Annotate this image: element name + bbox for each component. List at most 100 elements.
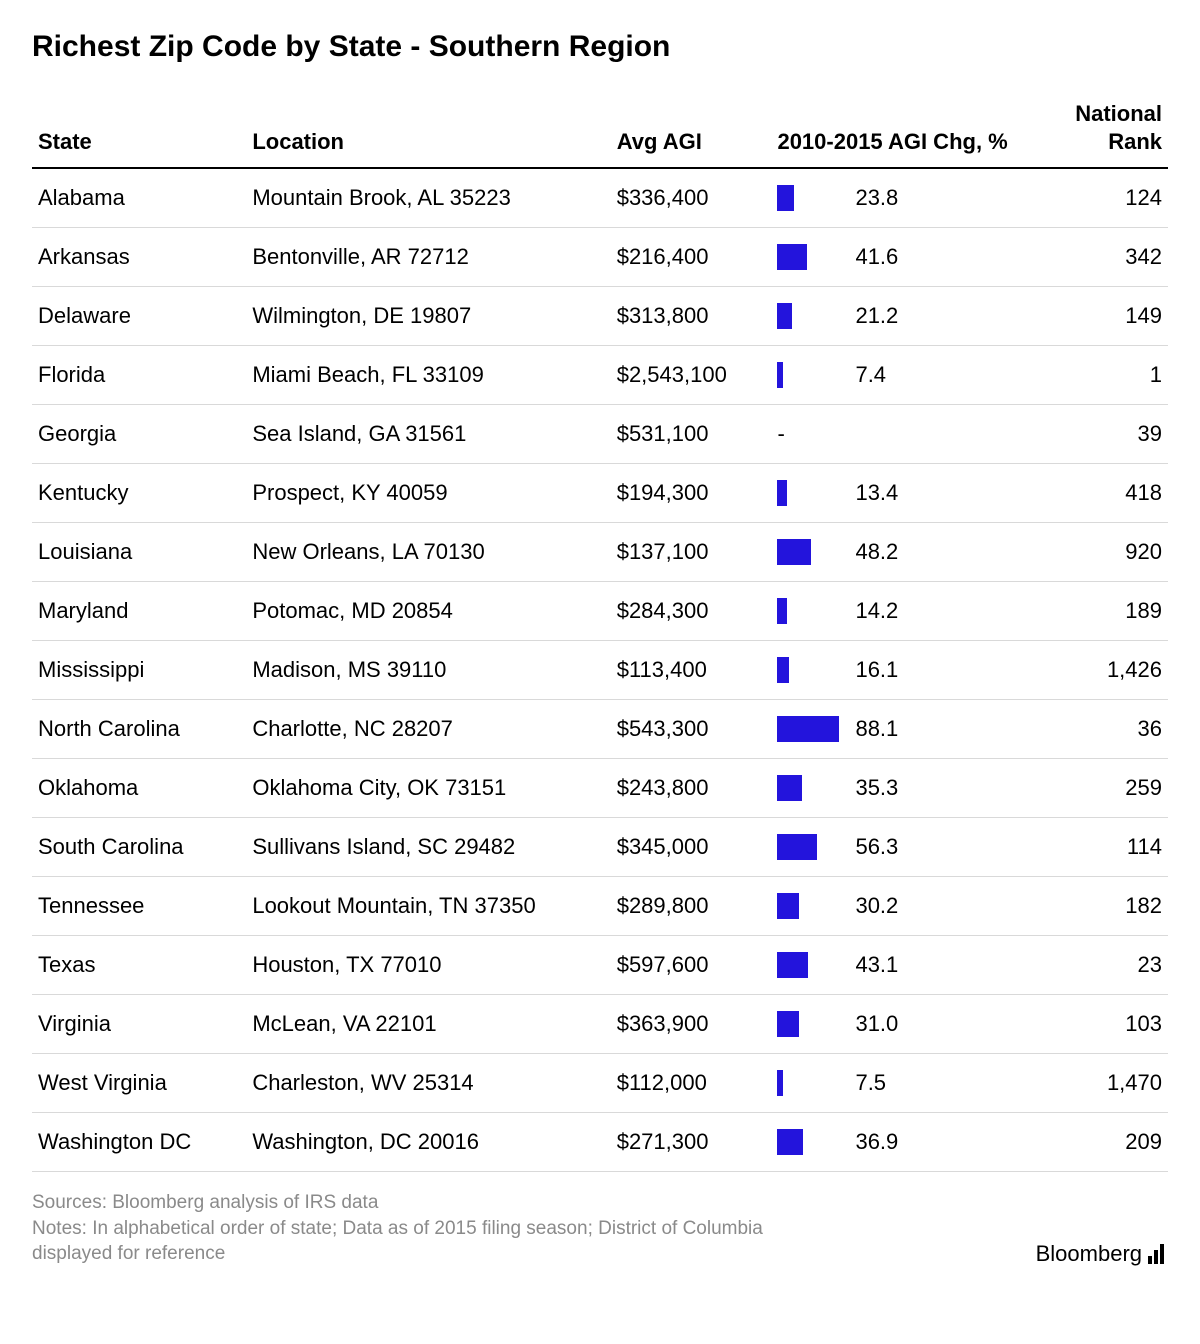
cell-chg: 30.2 xyxy=(771,877,1017,936)
cell-avg-agi: $284,300 xyxy=(611,582,772,641)
table-row: MarylandPotomac, MD 20854$284,30014.2189 xyxy=(32,582,1168,641)
cell-avg-agi: $543,300 xyxy=(611,700,772,759)
bar-track xyxy=(777,480,847,506)
col-header-state: State xyxy=(32,92,246,168)
cell-chg: 88.1 xyxy=(771,700,1017,759)
cell-state: Alabama xyxy=(32,168,246,228)
cell-location: Oklahoma City, OK 73151 xyxy=(246,759,610,818)
bar-label: 48.2 xyxy=(855,539,898,565)
cell-avg-agi: $363,900 xyxy=(611,995,772,1054)
brand-label: Bloomberg xyxy=(1036,1241,1142,1267)
cell-avg-agi: $2,543,100 xyxy=(611,346,772,405)
brand: Bloomberg xyxy=(1036,1241,1168,1267)
bar-cell: 36.9 xyxy=(777,1129,1011,1155)
cell-rank: 209 xyxy=(1018,1113,1168,1172)
table-row: TexasHouston, TX 77010$597,60043.123 xyxy=(32,936,1168,995)
cell-location: Houston, TX 77010 xyxy=(246,936,610,995)
cell-rank: 39 xyxy=(1018,405,1168,464)
cell-state: Tennessee xyxy=(32,877,246,936)
bar-label: 88.1 xyxy=(855,716,898,742)
cell-rank: 1,470 xyxy=(1018,1054,1168,1113)
cell-rank: 920 xyxy=(1018,523,1168,582)
cell-chg: 14.2 xyxy=(771,582,1017,641)
header-row: State Location Avg AGI 2010-2015 AGI Chg… xyxy=(32,92,1168,168)
cell-state: Delaware xyxy=(32,287,246,346)
bar-track xyxy=(777,185,847,211)
bar-cell: 14.2 xyxy=(777,598,1011,624)
bar-label: 23.8 xyxy=(855,185,898,211)
cell-state: Mississippi xyxy=(32,641,246,700)
table-row: VirginiaMcLean, VA 22101$363,90031.0103 xyxy=(32,995,1168,1054)
bar-label: 7.5 xyxy=(855,1070,886,1096)
cell-chg: 23.8 xyxy=(771,168,1017,228)
bar-fill xyxy=(777,775,802,801)
bar-track xyxy=(777,1011,847,1037)
bar-cell: 21.2 xyxy=(777,303,1011,329)
cell-avg-agi: $597,600 xyxy=(611,936,772,995)
bar-track xyxy=(777,716,847,742)
cell-chg: 48.2 xyxy=(771,523,1017,582)
bar-track xyxy=(777,303,847,329)
chart-title: Richest Zip Code by State - Southern Reg… xyxy=(32,30,1168,64)
bar-track xyxy=(777,362,847,388)
cell-avg-agi: $313,800 xyxy=(611,287,772,346)
table-row: MississippiMadison, MS 39110$113,40016.1… xyxy=(32,641,1168,700)
bar-cell: 23.8 xyxy=(777,185,1011,211)
cell-avg-agi: $289,800 xyxy=(611,877,772,936)
bar-track xyxy=(777,952,847,978)
cell-rank: 418 xyxy=(1018,464,1168,523)
cell-location: Prospect, KY 40059 xyxy=(246,464,610,523)
cell-chg: 36.9 xyxy=(771,1113,1017,1172)
bar-label: 31.0 xyxy=(855,1011,898,1037)
footer-notes: Sources: Bloomberg analysis of IRS data … xyxy=(32,1190,832,1267)
bar-label: 16.1 xyxy=(855,657,898,683)
cell-avg-agi: $113,400 xyxy=(611,641,772,700)
bar-label: 43.1 xyxy=(855,952,898,978)
bar-label: 13.4 xyxy=(855,480,898,506)
bar-cell: 56.3 xyxy=(777,834,1011,860)
table-row: LouisianaNew Orleans, LA 70130$137,10048… xyxy=(32,523,1168,582)
cell-chg: 7.5 xyxy=(771,1054,1017,1113)
bar-label: 35.3 xyxy=(855,775,898,801)
bar-track xyxy=(777,834,847,860)
bar-fill xyxy=(777,1070,782,1096)
bar-cell: 31.0 xyxy=(777,1011,1011,1037)
cell-state: South Carolina xyxy=(32,818,246,877)
cell-chg: 41.6 xyxy=(771,228,1017,287)
table-row: AlabamaMountain Brook, AL 35223$336,4002… xyxy=(32,168,1168,228)
cell-location: New Orleans, LA 70130 xyxy=(246,523,610,582)
cell-state: Kentucky xyxy=(32,464,246,523)
bar-track xyxy=(777,775,847,801)
cell-state: West Virginia xyxy=(32,1054,246,1113)
cell-location: Bentonville, AR 72712 xyxy=(246,228,610,287)
bar-track xyxy=(777,598,847,624)
bar-cell: 88.1 xyxy=(777,716,1011,742)
bloomberg-icon xyxy=(1148,1244,1168,1264)
cell-location: Charleston, WV 25314 xyxy=(246,1054,610,1113)
cell-location: Potomac, MD 20854 xyxy=(246,582,610,641)
cell-avg-agi: $531,100 xyxy=(611,405,772,464)
bar-cell: 16.1 xyxy=(777,657,1011,683)
bar-fill xyxy=(777,952,807,978)
cell-avg-agi: $194,300 xyxy=(611,464,772,523)
bar-label: 30.2 xyxy=(855,893,898,919)
table-row: DelawareWilmington, DE 19807$313,80021.2… xyxy=(32,287,1168,346)
bar-track xyxy=(777,244,847,270)
cell-avg-agi: $345,000 xyxy=(611,818,772,877)
bar-fill xyxy=(777,1129,803,1155)
cell-state: Virginia xyxy=(32,995,246,1054)
data-table: State Location Avg AGI 2010-2015 AGI Chg… xyxy=(32,92,1168,1172)
cell-state: Texas xyxy=(32,936,246,995)
cell-chg: 43.1 xyxy=(771,936,1017,995)
bar-fill xyxy=(777,185,794,211)
cell-rank: 149 xyxy=(1018,287,1168,346)
cell-state: North Carolina xyxy=(32,700,246,759)
cell-state: Florida xyxy=(32,346,246,405)
bar-cell: 48.2 xyxy=(777,539,1011,565)
cell-rank: 259 xyxy=(1018,759,1168,818)
cell-location: Miami Beach, FL 33109 xyxy=(246,346,610,405)
cell-chg: 7.4 xyxy=(771,346,1017,405)
cell-rank: 103 xyxy=(1018,995,1168,1054)
col-header-location: Location xyxy=(246,92,610,168)
cell-state: Oklahoma xyxy=(32,759,246,818)
